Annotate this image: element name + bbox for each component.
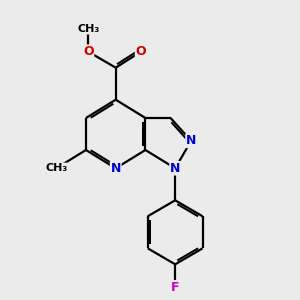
Text: O: O (136, 45, 146, 58)
Text: CH₃: CH₃ (77, 24, 99, 34)
Text: CH₃: CH₃ (45, 163, 68, 173)
Text: O: O (83, 45, 94, 58)
Text: N: N (186, 134, 196, 147)
Text: N: N (110, 162, 121, 175)
Text: F: F (171, 281, 179, 294)
Text: N: N (170, 162, 180, 175)
